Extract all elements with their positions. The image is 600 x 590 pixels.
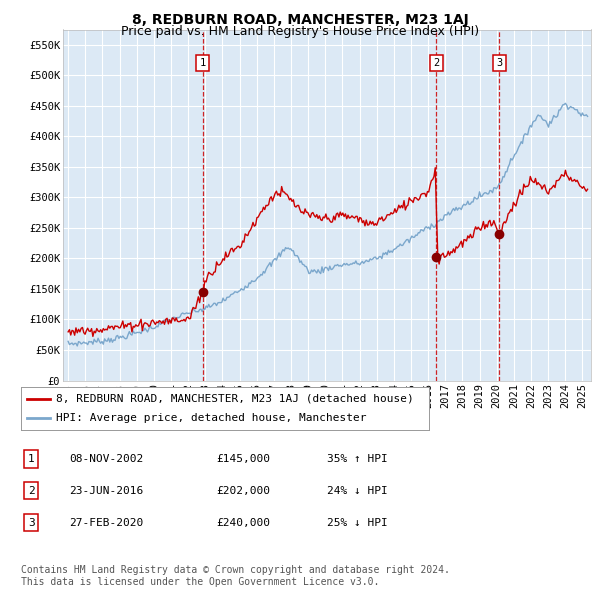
Text: 24% ↓ HPI: 24% ↓ HPI	[327, 486, 388, 496]
Text: 3: 3	[28, 518, 35, 527]
Text: 2: 2	[433, 58, 439, 68]
Text: 08-NOV-2002: 08-NOV-2002	[69, 454, 143, 464]
Text: £240,000: £240,000	[216, 518, 270, 527]
Text: HPI: Average price, detached house, Manchester: HPI: Average price, detached house, Manc…	[56, 413, 366, 423]
Text: £202,000: £202,000	[216, 486, 270, 496]
Text: £145,000: £145,000	[216, 454, 270, 464]
Text: Contains HM Land Registry data © Crown copyright and database right 2024.
This d: Contains HM Land Registry data © Crown c…	[21, 565, 450, 587]
Text: 8, REDBURN ROAD, MANCHESTER, M23 1AJ (detached house): 8, REDBURN ROAD, MANCHESTER, M23 1AJ (de…	[56, 394, 413, 404]
Text: 3: 3	[496, 58, 503, 68]
Text: 35% ↑ HPI: 35% ↑ HPI	[327, 454, 388, 464]
Text: Price paid vs. HM Land Registry's House Price Index (HPI): Price paid vs. HM Land Registry's House …	[121, 25, 479, 38]
Text: 23-JUN-2016: 23-JUN-2016	[69, 486, 143, 496]
Text: 2: 2	[28, 486, 35, 496]
Text: 27-FEB-2020: 27-FEB-2020	[69, 518, 143, 527]
Text: 1: 1	[28, 454, 35, 464]
Text: 1: 1	[200, 58, 206, 68]
Text: 25% ↓ HPI: 25% ↓ HPI	[327, 518, 388, 527]
Text: 8, REDBURN ROAD, MANCHESTER, M23 1AJ: 8, REDBURN ROAD, MANCHESTER, M23 1AJ	[131, 13, 469, 27]
